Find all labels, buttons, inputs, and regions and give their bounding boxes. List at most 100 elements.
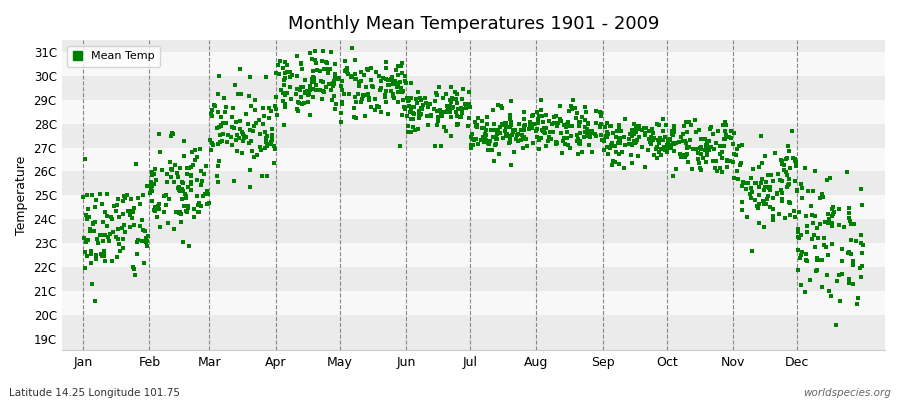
Point (499, 130, 513, 137)
Point (846, 262, 860, 268)
Point (795, 184, 809, 191)
Point (757, 184, 771, 190)
Point (263, 141, 277, 148)
Point (855, 263, 869, 269)
Point (140, 183, 155, 190)
Point (96, 238, 111, 245)
Point (573, 130, 588, 136)
Point (739, 180, 753, 186)
Point (798, 165, 813, 171)
Point (444, 132, 458, 139)
Point (716, 136, 731, 142)
Point (763, 204, 778, 210)
Point (409, 96, 423, 102)
Point (166, 225, 181, 232)
Point (164, 132, 178, 139)
Point (239, 134, 254, 140)
Point (814, 191, 829, 197)
Point (470, 123, 484, 130)
Point (395, 60, 410, 66)
Point (429, 92, 444, 98)
Point (835, 246, 850, 252)
Point (749, 180, 763, 186)
Point (445, 84, 459, 90)
Point (732, 143, 746, 150)
Point (780, 154, 795, 161)
Point (464, 142, 479, 148)
Point (445, 95, 459, 102)
Point (320, 59, 334, 66)
Point (278, 70, 293, 76)
Point (503, 138, 517, 145)
Point (611, 135, 625, 141)
Point (521, 126, 535, 132)
Point (718, 128, 733, 134)
Point (228, 178, 242, 184)
Point (826, 209, 841, 215)
Point (291, 98, 305, 105)
Point (401, 103, 416, 109)
Point (404, 80, 419, 86)
Point (580, 120, 595, 127)
Point (661, 138, 675, 144)
Point (277, 122, 292, 128)
Point (791, 234, 806, 241)
Point (293, 84, 308, 90)
Point (605, 161, 619, 168)
Point (503, 119, 517, 126)
Point (481, 147, 495, 153)
Point (212, 138, 227, 145)
Point (685, 166, 699, 172)
Point (563, 132, 578, 139)
Point (400, 123, 415, 130)
Point (852, 265, 867, 272)
Point (599, 128, 614, 135)
Point (374, 109, 389, 115)
Point (347, 114, 362, 120)
Point (295, 101, 310, 107)
Point (80, 253, 94, 259)
Point (219, 120, 233, 126)
Point (572, 123, 586, 129)
Point (90, 236, 104, 242)
Point (198, 162, 212, 169)
Point (570, 132, 584, 138)
Point (734, 160, 749, 166)
Point (352, 79, 366, 85)
Point (115, 225, 130, 232)
Point (580, 130, 595, 136)
Point (387, 95, 401, 102)
Point (340, 70, 355, 77)
Point (314, 96, 328, 102)
Point (324, 49, 338, 56)
Point (489, 135, 503, 141)
Point (783, 212, 797, 218)
Point (400, 96, 415, 103)
Point (583, 132, 598, 138)
Point (823, 216, 837, 222)
Point (179, 193, 194, 199)
Point (600, 143, 615, 150)
Point (237, 133, 251, 140)
Point (211, 91, 225, 98)
Point (622, 140, 636, 147)
Point (598, 138, 612, 144)
Bar (62, 76, 885, 100)
Point (181, 203, 195, 209)
Point (625, 127, 639, 134)
Point (547, 119, 562, 126)
Point (669, 140, 683, 146)
Point (549, 141, 563, 148)
Point (424, 113, 438, 119)
Point (203, 146, 218, 153)
Point (400, 95, 414, 101)
Point (500, 133, 515, 139)
Point (435, 113, 449, 119)
Point (537, 129, 552, 136)
Point (495, 122, 509, 128)
Point (150, 203, 165, 209)
Point (284, 74, 298, 80)
Point (530, 120, 544, 126)
Point (141, 233, 156, 240)
Point (652, 140, 666, 146)
